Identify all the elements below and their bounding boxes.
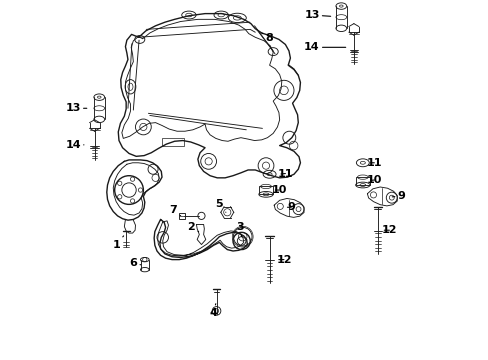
Text: 12: 12 xyxy=(381,225,396,235)
Text: 14: 14 xyxy=(304,42,345,52)
Text: 8: 8 xyxy=(261,33,273,42)
Text: 14: 14 xyxy=(65,140,84,150)
Text: 7: 7 xyxy=(169,205,180,216)
Text: 12: 12 xyxy=(276,255,291,265)
Text: 2: 2 xyxy=(187,222,198,232)
Text: 10: 10 xyxy=(271,185,286,195)
Bar xyxy=(258,186,273,194)
Text: 11: 11 xyxy=(366,158,381,168)
Text: 9: 9 xyxy=(286,202,294,212)
Text: 3: 3 xyxy=(236,222,244,237)
Text: 10: 10 xyxy=(366,175,381,185)
Text: 5: 5 xyxy=(215,199,225,212)
Bar xyxy=(179,213,184,219)
Text: 4: 4 xyxy=(208,304,217,318)
Text: 13: 13 xyxy=(304,10,330,20)
Text: 6: 6 xyxy=(129,258,141,268)
Text: 9: 9 xyxy=(391,191,405,201)
Text: 13: 13 xyxy=(65,103,87,113)
Text: 11: 11 xyxy=(277,168,292,179)
Text: 1: 1 xyxy=(112,236,123,249)
Bar xyxy=(162,138,183,146)
Bar xyxy=(355,177,369,185)
